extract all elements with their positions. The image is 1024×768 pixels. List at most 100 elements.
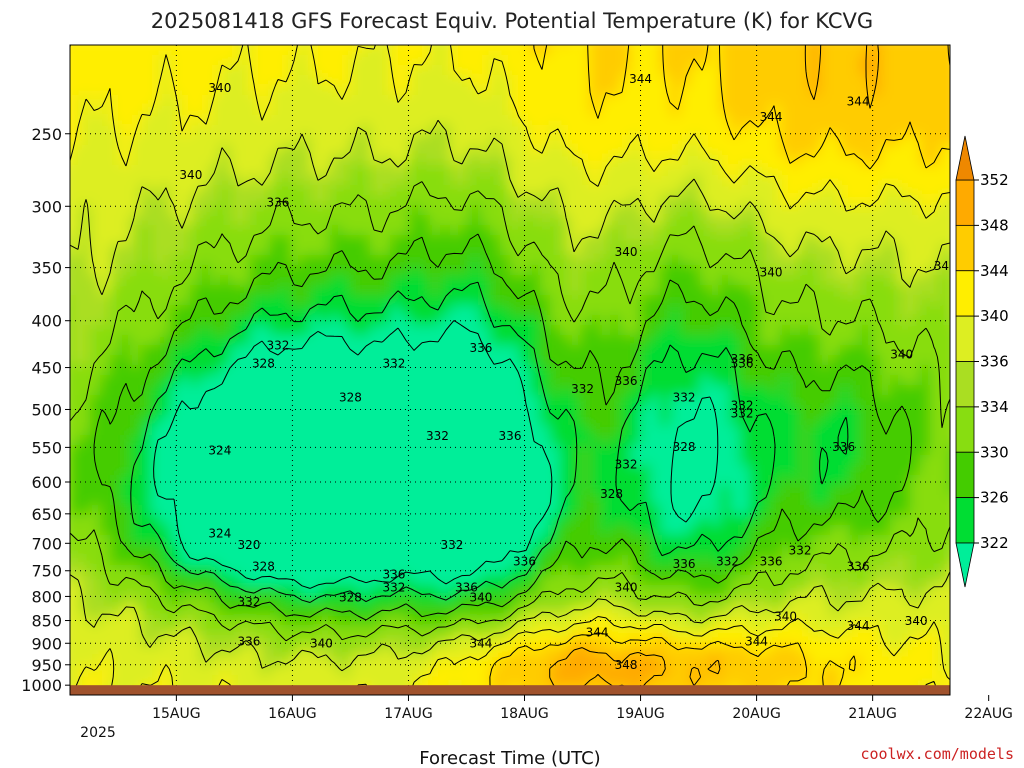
contour-label: 344 xyxy=(847,95,870,109)
contour-label: 332 xyxy=(266,338,289,352)
y-tick-label: 1000 xyxy=(21,676,62,695)
x-tick-label: 20AUG xyxy=(732,706,781,722)
colorbar-segment xyxy=(955,315,975,362)
y-tick-label: 900 xyxy=(31,634,62,653)
contour-label: 340 xyxy=(310,637,333,651)
contour-label: 340 xyxy=(890,348,913,362)
contour-label: 332 xyxy=(571,382,594,396)
y-tick-label: 600 xyxy=(31,473,62,492)
contour-label: 332 xyxy=(789,544,812,558)
contour-label: 328 xyxy=(252,357,275,371)
colorbar-label: 334 xyxy=(980,398,1009,416)
x-tick-label: 16AUG xyxy=(268,706,317,722)
y-tick-label: 450 xyxy=(31,359,62,378)
contour-label: 344 xyxy=(629,72,652,86)
contour-label: 344 xyxy=(760,110,783,124)
y-tick-label: 550 xyxy=(31,438,62,457)
colorbar-segment xyxy=(955,451,975,499)
contour-label: 340 xyxy=(905,614,928,628)
contour-label: 340 xyxy=(615,245,638,259)
contour-label: 332 xyxy=(731,398,754,412)
y-tick-label: 950 xyxy=(31,656,62,675)
terrain-fill xyxy=(70,685,950,695)
contour-label: 344 xyxy=(847,619,870,633)
x-axis: 15AUG 16AUG 17AUG 18AUG 19AUG 20AUG 21AUG 22AUG xyxy=(152,695,1013,722)
y-tick-label: 400 xyxy=(31,312,62,331)
contour-label: 336 xyxy=(266,195,289,209)
contour-label: 336 xyxy=(237,634,260,648)
colorbar-label: 352 xyxy=(980,171,1009,189)
contour-label: 340 xyxy=(179,168,202,182)
contour-label: 336 xyxy=(731,352,754,366)
colorbar-segment xyxy=(955,406,975,453)
contour-label: 332 xyxy=(673,390,696,404)
contour-label: 344 xyxy=(470,637,493,651)
contour-line-328 xyxy=(93,233,912,621)
contour-label: 336 xyxy=(673,557,696,571)
contour-line-340 xyxy=(70,45,950,695)
contour-label: 336 xyxy=(499,429,522,443)
colorbar-label: 322 xyxy=(980,534,1009,552)
colorbar-segment xyxy=(955,224,975,272)
contour-label: 344 xyxy=(586,626,609,640)
y-tick-label: 250 xyxy=(31,125,62,144)
x-tick-label: 18AUG xyxy=(500,706,549,722)
colorbar-segment xyxy=(955,270,975,317)
contour-label: 340 xyxy=(934,259,957,273)
contour-label: 340 xyxy=(615,580,638,594)
credit-text: coolwx.com/models xyxy=(860,745,1014,763)
colorbar: 352 348 344 340 336 334 330 326 322 xyxy=(955,135,1009,588)
colorbar-segment xyxy=(955,361,975,408)
colorbar-label: 348 xyxy=(980,216,1009,234)
colorbar-label: 340 xyxy=(980,307,1009,325)
x-tick-label: 15AUG xyxy=(152,706,201,722)
grid-lines xyxy=(70,45,950,695)
plot-frame xyxy=(69,44,951,696)
x-axis-label: Forecast Time (UTC) xyxy=(419,748,600,768)
colorbar-label: 336 xyxy=(980,353,1009,371)
x-year-label: 2025 xyxy=(80,725,116,741)
contour-label: 336 xyxy=(731,357,754,371)
contour-label: 324 xyxy=(208,527,231,541)
contour-label: 336 xyxy=(615,374,638,388)
contour-label: 336 xyxy=(847,560,870,574)
contour-label: 332 xyxy=(441,538,464,552)
contour-label: 340 xyxy=(992,418,1015,432)
y-tick-label: 500 xyxy=(31,400,62,419)
colorbar-under-arrow xyxy=(955,542,975,588)
colorbar-label: 330 xyxy=(980,443,1009,461)
contour-label: 332 xyxy=(716,554,739,568)
contour-label: 328 xyxy=(252,560,275,574)
contour-label: 332 xyxy=(383,580,406,594)
contour-label: 336 xyxy=(832,440,855,454)
y-tick-label: 850 xyxy=(31,612,62,631)
y-tick-label: 700 xyxy=(31,534,62,553)
contour-label: 344 xyxy=(745,634,768,648)
theta-e-fill xyxy=(70,45,950,695)
colorbar-over-arrow xyxy=(955,135,975,181)
y-axis: 250 300 350 400 450 500 550 600 650 700 750 800 850 9… xyxy=(21,125,70,695)
x-tick-label: 22AUG xyxy=(964,706,1013,722)
contour-label: 332 xyxy=(383,357,406,371)
contour-label: 332 xyxy=(426,429,449,443)
y-tick-label: 750 xyxy=(31,562,62,581)
chart-title: 2025081418 GFS Forecast Equiv. Potential… xyxy=(151,9,873,33)
contour-label: 340 xyxy=(470,590,493,604)
terrain-band xyxy=(70,685,950,695)
contour-label: 336 xyxy=(455,580,478,594)
contour-line-320 xyxy=(153,319,719,589)
colorbar-segment xyxy=(955,179,975,226)
contour-label: 340 xyxy=(208,81,231,95)
contour-label: 320 xyxy=(237,538,260,552)
contour-label: 332 xyxy=(731,406,754,420)
colorbar-segment xyxy=(955,497,975,544)
y-tick-label: 800 xyxy=(31,587,62,606)
contour-label: 340 xyxy=(760,266,783,280)
colorbar-label: 344 xyxy=(980,262,1009,280)
y-tick-label: 650 xyxy=(31,505,62,524)
colorbar-label: 326 xyxy=(980,489,1009,507)
contour-label: 348 xyxy=(615,658,638,672)
contour-label: 332 xyxy=(237,595,260,609)
